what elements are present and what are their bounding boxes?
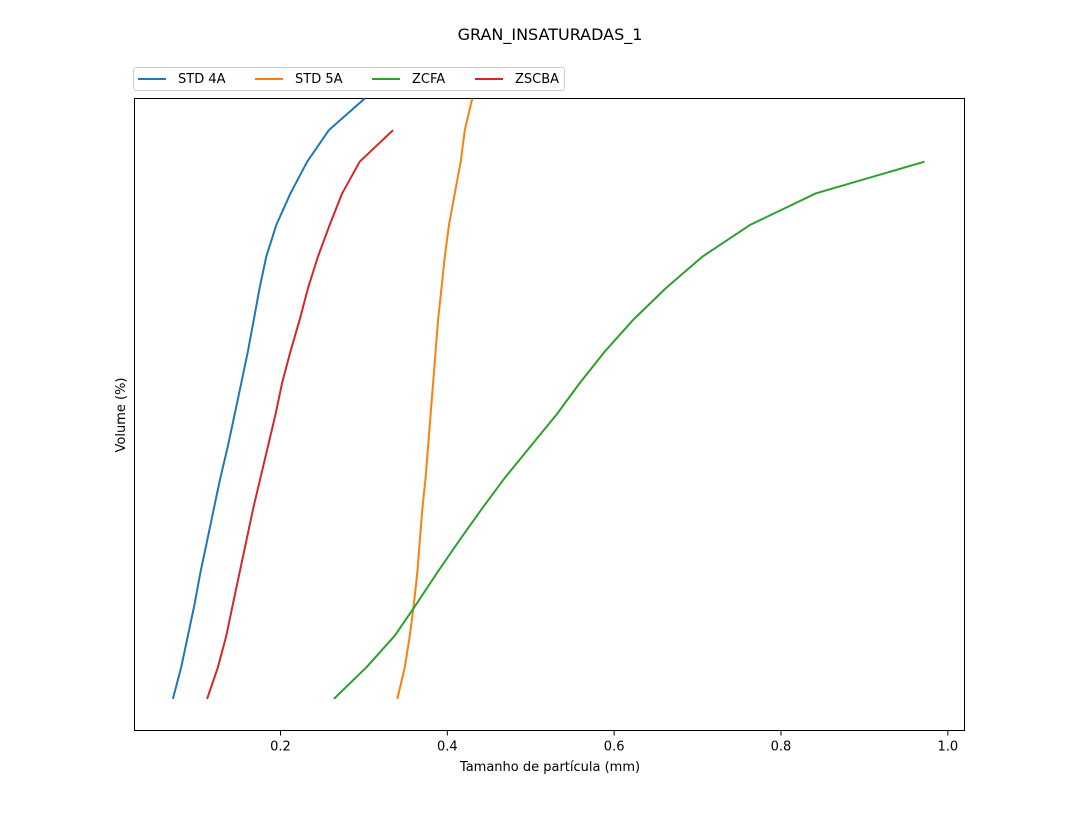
plot-area xyxy=(134,98,965,731)
legend-item-zscba: ZSCBA xyxy=(475,68,559,90)
legend-label: ZCFA xyxy=(412,71,446,87)
legend-swatch xyxy=(372,78,400,80)
series-line-zscba xyxy=(206,129,394,700)
legend-swatch xyxy=(138,78,166,80)
x-tick-label: 0.6 xyxy=(604,740,625,755)
x-axis-label: Tamanho de partícula (mm) xyxy=(459,760,640,775)
y-axis-label: Volume (%) xyxy=(114,378,129,453)
x-tick-label: 0.8 xyxy=(771,740,792,755)
legend: STD 4A STD 5A ZCFA ZSCBA xyxy=(133,67,565,91)
series-line-std-5a xyxy=(396,98,474,700)
legend-item-std-5a: STD 5A xyxy=(255,68,343,90)
legend-swatch xyxy=(475,78,503,80)
x-axis: 0.2 0.4 0.6 0.8 1.0 xyxy=(270,730,958,755)
x-tick-label: 0.2 xyxy=(270,740,291,755)
legend-label: STD 5A xyxy=(295,71,343,87)
legend-label: ZSCBA xyxy=(515,71,560,87)
legend-swatch xyxy=(255,78,283,80)
series-layer xyxy=(171,97,925,700)
legend-item-zcfa: ZCFA xyxy=(372,68,445,90)
x-tick-label: 0.4 xyxy=(437,740,458,755)
series-line-std-4a xyxy=(171,97,366,700)
x-tick-label: 1.0 xyxy=(937,740,958,755)
legend-item-std-4a: STD 4A xyxy=(138,68,226,90)
series-line-zcfa xyxy=(333,160,925,700)
legend-label: STD 4A xyxy=(178,71,226,87)
chart-title: GRAN_INSATURADAS_1 xyxy=(458,25,643,45)
